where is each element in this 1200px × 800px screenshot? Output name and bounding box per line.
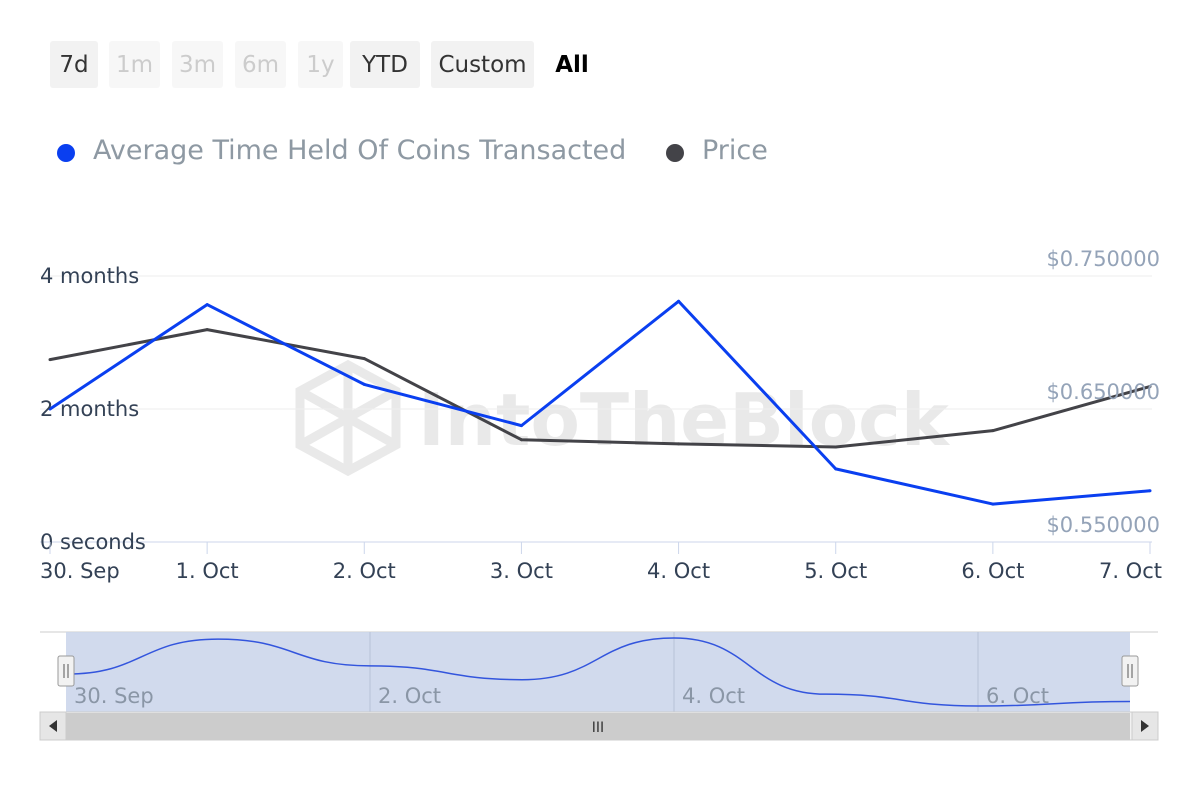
navigator: 30. Sep 2. Oct 4. Oct 6. Oct	[40, 631, 1158, 712]
data-point-price	[205, 328, 209, 332]
data-point-price	[48, 358, 52, 362]
legend-label: Price	[702, 135, 768, 166]
range-3m-button[interactable]: 3m	[172, 41, 223, 88]
x-tick-label: 3. Oct	[490, 559, 553, 583]
range-all-button[interactable]: All	[555, 52, 589, 78]
navigator-tick-label: 30. Sep	[74, 684, 154, 708]
legend-marker	[666, 144, 684, 162]
scrollbar-right-button[interactable]	[1131, 711, 1159, 741]
data-point-time-held	[519, 424, 523, 428]
navigator-tick-label: 2. Oct	[378, 684, 441, 708]
watermark-text: IntoTheBlock	[418, 378, 951, 462]
data-point-time-held	[205, 303, 209, 307]
x-tick-label: 4. Oct	[647, 559, 710, 583]
x-tick-label: 1. Oct	[176, 559, 239, 583]
range-1y-button[interactable]: 1y	[298, 41, 343, 88]
legend-label: Average Time Held Of Coins Transacted	[93, 135, 627, 166]
data-point-price	[834, 445, 838, 449]
data-point-price	[362, 357, 366, 361]
y-left-tick-label: 4 months	[40, 264, 139, 288]
scrollbar-left-button[interactable]	[39, 711, 67, 741]
x-tick-label: 6. Oct	[961, 559, 1024, 583]
range-6m-button[interactable]: 6m	[235, 41, 286, 88]
navigator-tick-label: 4. Oct	[682, 684, 745, 708]
data-point-price	[1148, 385, 1152, 389]
scrollbar-grip: III	[592, 720, 604, 736]
x-tick-label: 2. Oct	[333, 559, 396, 583]
navigator-series-line	[65, 637, 1131, 707]
y-right-tick-label: $0.650000	[1046, 380, 1160, 404]
data-point-price	[991, 429, 995, 433]
range-7d-button[interactable]: 7d	[50, 41, 98, 88]
data-point-time-held	[677, 299, 681, 303]
legend-marker	[57, 144, 75, 162]
navigator-selection[interactable]	[66, 632, 1130, 712]
series-line-time-held	[49, 299, 1151, 506]
range-1m-button[interactable]: 1m	[109, 41, 160, 88]
x-tick-label: 5. Oct	[804, 559, 867, 583]
watermark-cube-icon	[295, 359, 401, 477]
navigator-handle-left[interactable]	[57, 655, 75, 687]
x-tick-label: 7. Oct	[1099, 559, 1162, 583]
data-point-time-held	[834, 467, 838, 471]
scrollbar-thumb[interactable]	[66, 713, 1130, 740]
arrow-left-icon	[49, 720, 57, 732]
watermark-logo: IntoTheBlock	[295, 359, 951, 477]
range-ytd-button[interactable]: YTD	[350, 41, 420, 88]
data-point-time-held	[991, 502, 995, 506]
navigator-handle-right[interactable]	[1121, 655, 1139, 687]
range-custom-button[interactable]: Custom	[431, 41, 534, 88]
y-left-tick-label: 0 seconds	[40, 530, 146, 554]
arrow-right-icon	[1141, 720, 1149, 732]
data-point-time-held	[48, 407, 52, 411]
data-point-price	[519, 438, 523, 442]
navigator-tick-label: 6. Oct	[986, 684, 1049, 708]
scrollbar[interactable]: III	[39, 711, 1159, 741]
y-left-tick-label: 2 months	[40, 397, 139, 421]
data-point-time-held	[1148, 489, 1152, 493]
y-right-tick-label: $0.550000	[1046, 513, 1160, 537]
data-point-price	[677, 442, 681, 446]
series-line-price	[49, 328, 1151, 449]
data-point-time-held	[362, 382, 366, 386]
y-right-tick-label: $0.750000	[1046, 247, 1160, 271]
x-tick-label: 30. Sep	[40, 559, 120, 583]
